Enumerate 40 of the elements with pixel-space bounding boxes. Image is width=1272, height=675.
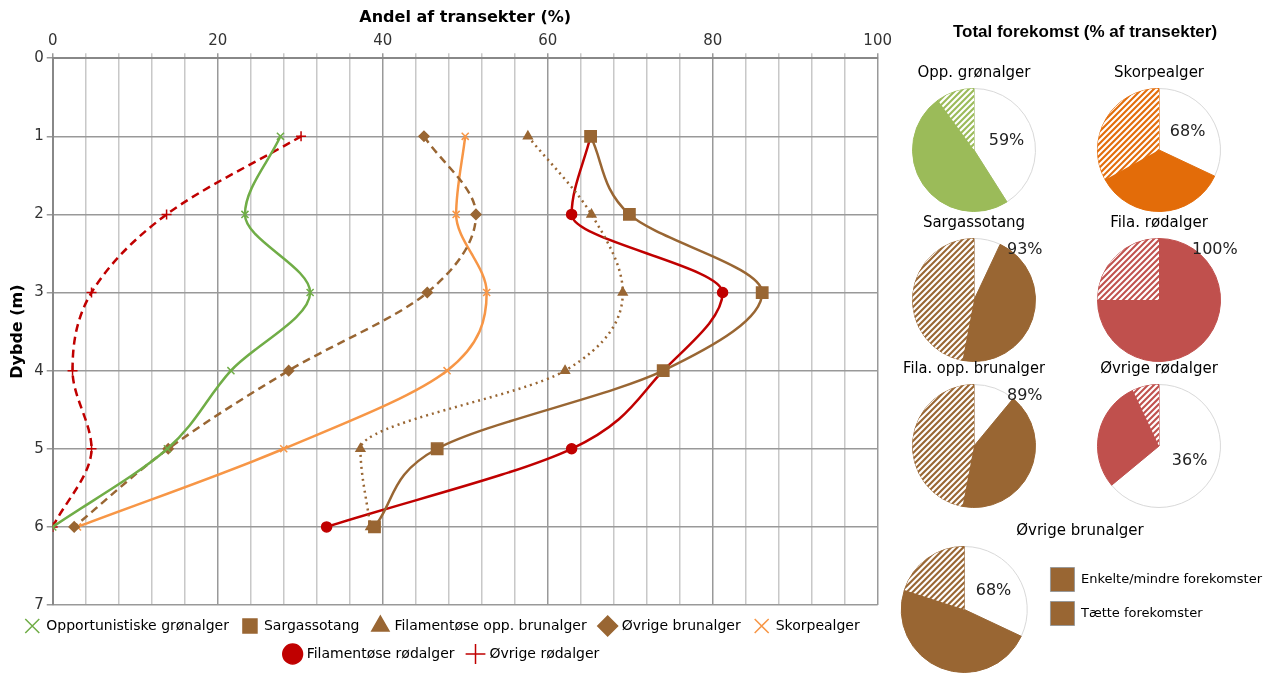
x-tick-label: 100	[863, 31, 893, 50]
legend-label: Enkelte/mindre forekomster	[1080, 570, 1263, 586]
chart-title: Fila. opp. brunalger	[903, 358, 1046, 376]
chart-title: Opp. grønalger	[917, 62, 1032, 81]
y-tick-label: 1	[34, 126, 44, 145]
chart-title: Sargassotang	[922, 212, 1026, 231]
x-tick-label: 60	[538, 31, 558, 50]
y-tick-label: 4	[34, 360, 44, 379]
chart-title: Øvrige brunalger	[1016, 520, 1145, 539]
text: 100%	[1191, 238, 1238, 258]
text: Total forekomst (% af transekter)	[951, 22, 1219, 42]
legend-label: Øvrige brunalger	[621, 616, 741, 633]
chart-title: Fila. rødalger	[1110, 212, 1209, 231]
y-tick-label: 3	[34, 282, 44, 301]
legend-label: Skorpealger	[775, 616, 860, 633]
x-axis-title: Andel af transekter (%)	[359, 6, 572, 26]
text: 68%	[1169, 121, 1206, 141]
legend-label: Sargassotang	[263, 616, 360, 633]
x-tick-label: 80	[703, 31, 723, 50]
y-tick-label: 0	[34, 48, 44, 67]
x-tick-label: 20	[208, 31, 228, 50]
y-tick-label: 6	[34, 516, 44, 535]
y-axis-title: Dybde (m)	[6, 284, 26, 379]
legend-label: Øvrige rødalger	[489, 644, 600, 661]
y-tick-label: 7	[34, 594, 44, 613]
y-tick-label: 5	[34, 438, 44, 457]
chart-title: Skorpealger	[1113, 62, 1205, 81]
text: 36%	[1171, 449, 1208, 469]
text: 89%	[1006, 384, 1043, 404]
text: 68%	[975, 580, 1012, 600]
y-tick-label: 2	[34, 204, 44, 223]
legend-label: Filamentøse rødalger	[306, 644, 455, 661]
text: 93%	[1006, 238, 1043, 258]
x-tick-label: 0	[47, 31, 58, 50]
x-tick-label: 40	[373, 31, 393, 50]
legend-label: Opportunistiske grønalger	[46, 616, 230, 633]
legend-label: Filamentøse opp. brunalger	[394, 616, 587, 633]
legend-label: Tætte forekomster	[1079, 604, 1204, 620]
text: 59%	[988, 129, 1025, 149]
chart-title: Øvrige rødalger	[1100, 358, 1219, 377]
